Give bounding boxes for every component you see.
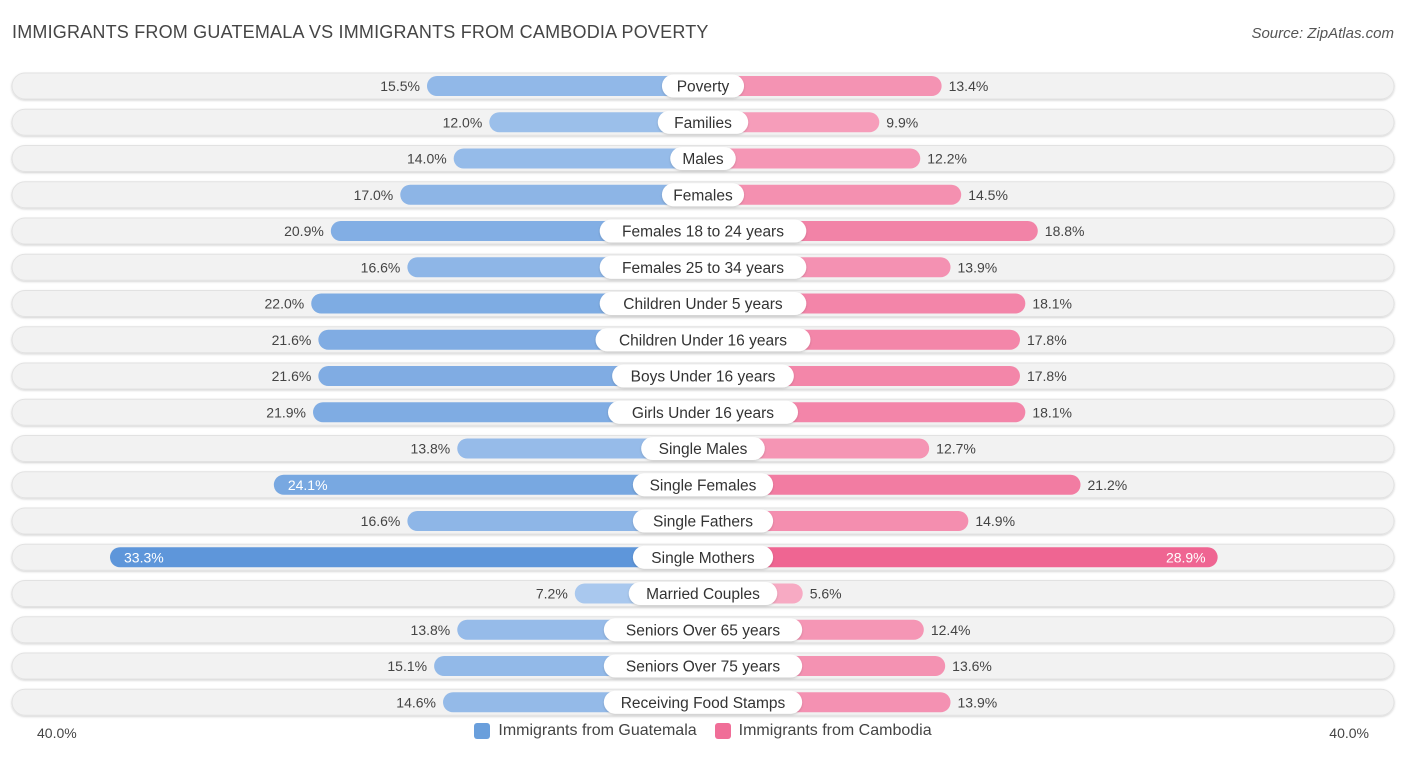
legend-item-cambodia[interactable]: Immigrants from Cambodia [714, 722, 932, 740]
legend-label-guatemala: Immigrants from Guatemala [498, 722, 697, 739]
value-guatemala-families: 12.0% [443, 114, 483, 130]
category-label-children-under-16-years: Children Under 16 years [619, 332, 787, 349]
bar-cambodia-males [693, 148, 921, 169]
bar-guatemala-families [489, 112, 713, 133]
category-label-males: Males [682, 151, 724, 168]
legend-label-cambodia: Immigrants from Cambodia [738, 722, 932, 739]
category-label-single-mothers: Single Mothers [651, 550, 755, 567]
category-label-single-males: Single Males [659, 441, 748, 458]
category-pill-children-under-16-years [595, 328, 811, 352]
bar-cambodia-single-females [693, 474, 1081, 495]
value-cambodia-girls-under-16-years: 18.1% [1032, 404, 1072, 420]
category-pill-girls-under-16-years [608, 400, 798, 424]
category-pill-married-couples [628, 582, 778, 605]
bar-guatemala-males [453, 148, 713, 169]
category-label-females: Females [673, 187, 733, 204]
category-pill-single-males [641, 437, 765, 460]
category-label-boys-under-16-years: Boys Under 16 years [631, 369, 776, 386]
value-cambodia-receiving-food-stamps: 13.9% [958, 694, 998, 710]
chart-title: IMMIGRANTS FROM GUATEMALA VS IMMIGRANTS … [12, 22, 709, 42]
category-pill-single-mothers [632, 545, 774, 569]
value-guatemala-children-under-5-years: 22.0% [265, 296, 305, 312]
value-guatemala-males: 14.0% [407, 151, 447, 167]
value-cambodia-females-18-to-24-years: 18.8% [1045, 223, 1085, 239]
value-cambodia-families: 9.9% [886, 114, 918, 130]
category-label-females-18-to-24-years: Females 18 to 24 years [622, 224, 784, 241]
value-cambodia-poverty: 13.4% [949, 78, 989, 94]
value-cambodia-boys-under-16-years: 17.8% [1027, 368, 1067, 384]
value-guatemala-girls-under-16-years: 21.9% [266, 404, 306, 420]
category-pill-receiving-food-stamps [603, 690, 803, 714]
bar-cambodia-females [693, 184, 962, 205]
value-guatemala-married-couples: 7.2% [536, 586, 568, 602]
value-guatemala-single-mothers: 33.3% [124, 549, 164, 565]
value-guatemala-females-18-to-24-years: 20.9% [284, 223, 324, 239]
category-label-receiving-food-stamps: Receiving Food Stamps [621, 695, 786, 712]
category-pill-single-fathers [632, 509, 774, 533]
value-cambodia-single-females: 21.2% [1088, 477, 1128, 493]
category-label-girls-under-16-years: Girls Under 16 years [632, 405, 774, 422]
value-guatemala-receiving-food-stamps: 14.6% [396, 694, 436, 710]
value-guatemala-seniors-over-75-years: 15.1% [387, 658, 427, 674]
value-guatemala-single-fathers: 16.6% [361, 513, 401, 529]
bar-cambodia-single-mothers [693, 547, 1218, 568]
category-pill-boys-under-16-years [612, 364, 794, 388]
category-pill-males [670, 147, 736, 170]
category-label-married-couples: Married Couples [646, 586, 760, 603]
value-cambodia-children-under-16-years: 17.8% [1027, 332, 1067, 348]
value-cambodia-children-under-5-years: 18.1% [1032, 296, 1072, 312]
value-guatemala-seniors-over-65-years: 13.8% [411, 622, 451, 638]
legend-swatch-guatemala [474, 723, 491, 739]
category-label-seniors-over-75-years: Seniors Over 75 years [626, 659, 780, 676]
value-cambodia-single-males: 12.7% [936, 441, 976, 457]
source-credit: Source: ZipAtlas.com [1251, 25, 1394, 42]
value-cambodia-males: 12.2% [927, 151, 967, 167]
category-pill-children-under-5-years [599, 292, 807, 315]
value-cambodia-single-fathers: 14.9% [975, 513, 1015, 529]
value-cambodia-seniors-over-75-years: 13.6% [952, 658, 992, 674]
value-cambodia-females: 14.5% [968, 187, 1008, 203]
category-label-seniors-over-65-years: Seniors Over 65 years [626, 622, 780, 639]
value-guatemala-females-25-to-34-years: 16.6% [361, 259, 401, 275]
value-guatemala-females: 17.0% [354, 187, 394, 203]
category-label-single-fathers: Single Fathers [653, 514, 753, 531]
category-pill-seniors-over-75-years [603, 654, 803, 678]
value-cambodia-married-couples: 5.6% [810, 586, 842, 602]
value-cambodia-seniors-over-65-years: 12.4% [931, 622, 971, 638]
value-guatemala-poverty: 15.5% [380, 78, 420, 94]
category-pill-females-25-to-34-years [599, 255, 807, 279]
category-label-families: Families [674, 115, 732, 132]
axis-max-right-label: 40.0% [1329, 725, 1369, 741]
category-pill-families [657, 110, 749, 134]
category-pill-females-18-to-24-years [599, 219, 807, 243]
legend-item-guatemala[interactable]: Immigrants from Guatemala [474, 722, 697, 740]
legend-swatch-cambodia [714, 723, 731, 739]
bar-cambodia-poverty [693, 76, 942, 96]
category-pill-females [661, 183, 745, 207]
category-label-children-under-5-years: Children Under 5 years [623, 296, 783, 313]
value-guatemala-single-males: 13.8% [411, 441, 451, 457]
bar-guatemala-single-females [273, 474, 713, 495]
axis-max-left-label: 40.0% [37, 725, 77, 741]
category-label-females-25-to-34-years: Females 25 to 34 years [622, 260, 784, 277]
category-pill-single-females [632, 473, 774, 497]
value-cambodia-females-25-to-34-years: 13.9% [958, 259, 998, 275]
category-label-single-females: Single Females [650, 477, 757, 494]
category-pill-poverty [661, 74, 745, 98]
value-cambodia-single-mothers: 28.9% [1166, 549, 1206, 565]
bar-guatemala-poverty [426, 76, 713, 96]
value-guatemala-single-females: 24.1% [288, 477, 328, 493]
bar-guatemala-females [400, 184, 713, 205]
value-guatemala-children-under-16-years: 21.6% [272, 332, 312, 348]
value-guatemala-boys-under-16-years: 21.6% [272, 368, 312, 384]
category-label-poverty: Poverty [677, 79, 730, 96]
legend: Immigrants from Guatemala Immigrants fro… [0, 722, 1406, 740]
bar-guatemala-single-mothers [110, 547, 713, 568]
category-pill-seniors-over-65-years [603, 618, 803, 642]
